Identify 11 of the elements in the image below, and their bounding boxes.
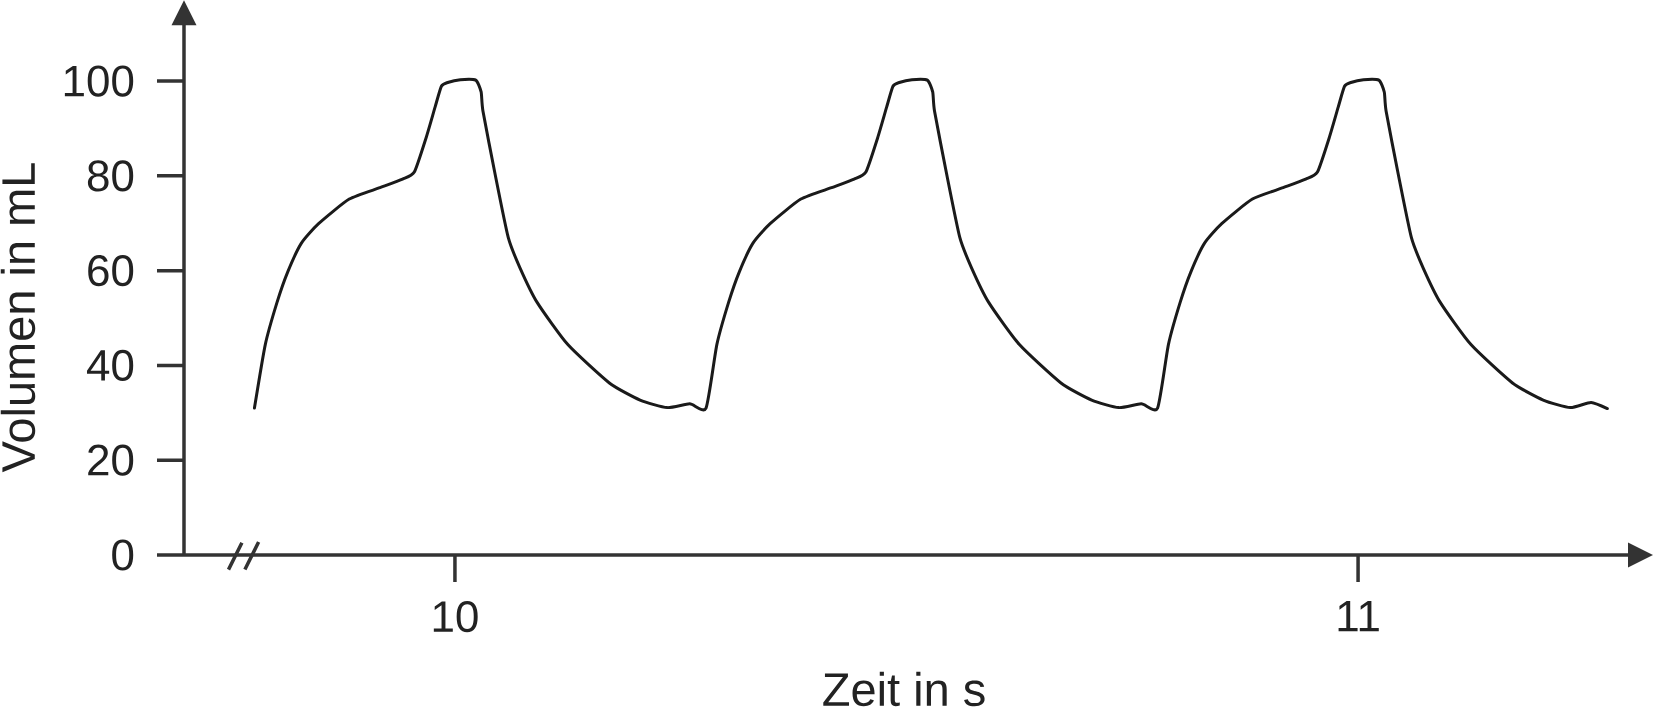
y-tick-label: 20 — [88, 444, 134, 476]
y-tick-label: 0 — [112, 539, 134, 571]
y-tick-label: 60 — [88, 255, 134, 287]
x-tick-label: 10 — [433, 601, 478, 633]
x-axis-title: Zeit in s — [823, 671, 985, 707]
y-tick-label: 100 — [64, 65, 134, 97]
y-tick-label: 80 — [87, 160, 134, 192]
y-axis-title: Volumen in mL — [0, 163, 36, 473]
line-series — [252, 77, 1609, 411]
y-tick-label: 40 — [86, 349, 134, 382]
x-tick-label: 11 — [1338, 601, 1379, 632]
